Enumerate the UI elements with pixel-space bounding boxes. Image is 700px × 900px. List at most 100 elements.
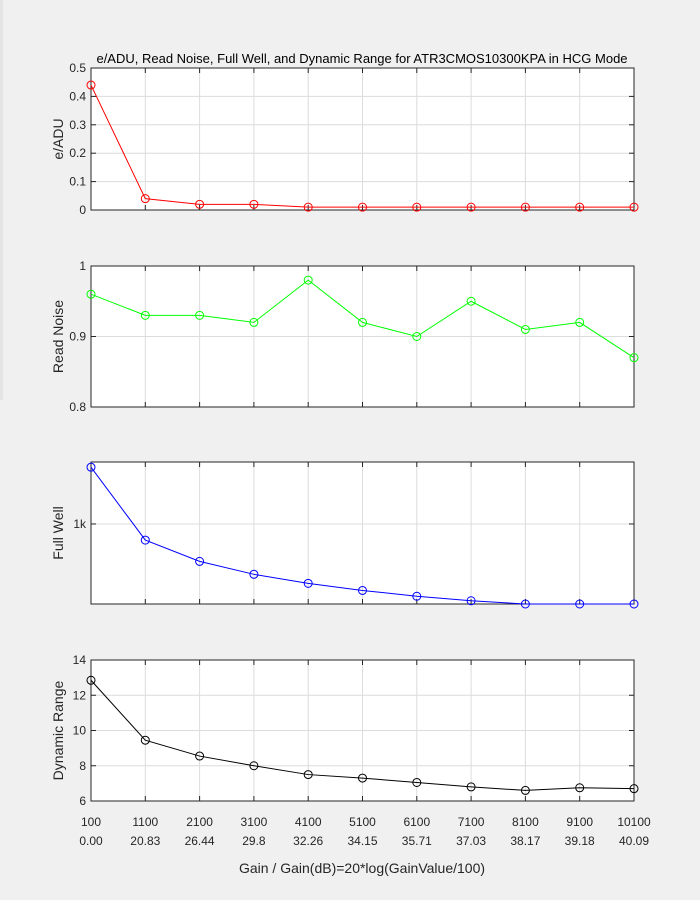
e-adu-data-point: [86, 80, 96, 90]
read-noise-y-axis-label: Read Noise: [50, 300, 66, 373]
dynamic-range-data-point: [412, 777, 422, 787]
dynamic-range-axes: 6 8 10 12 14 Dynamic Range: [50, 653, 639, 808]
e-adu-y-tick-label: 0: [79, 203, 86, 217]
e-adu-y-tick-label: 0.1: [69, 175, 86, 189]
dynamic-range-data-point: [575, 783, 585, 793]
read-noise-y-tick-label: 1: [79, 259, 86, 273]
read-noise-data-point: [195, 310, 205, 320]
read-noise-data-point: [358, 317, 367, 327]
e-adu-data-point: [412, 202, 422, 212]
x-tick-label-gain-db: 40.09: [619, 834, 649, 848]
dynamic-range-data-point: [629, 784, 639, 794]
read-noise-axes-border: [90, 265, 635, 408]
read-noise-data-point: [575, 317, 585, 327]
full-well-data-point: [249, 569, 259, 579]
full-well-data-point: [303, 578, 313, 588]
e-adu-y-tick-label: 0.3: [69, 118, 86, 132]
x-tick-label-gain-db: 34.15: [347, 834, 377, 848]
e-adu-y-tick-label: 0.4: [69, 89, 86, 103]
x-tick-label-gain-db: 37.03: [456, 834, 486, 848]
dynamic-range-y-tick-label: 6: [79, 794, 86, 808]
x-tick-label-gain-db: 35.71: [402, 834, 432, 848]
dynamic-range-y-tick-label: 12: [73, 688, 87, 702]
full-well-y-axis-label: Full Well: [50, 506, 66, 559]
dynamic-range-data-point: [358, 773, 367, 783]
axes-layer: 0 0.1 0.2 0.3 0.4 0.5 e/ADU 0.8 0.9 1 Read Noise 1k…: [50, 61, 651, 848]
full-well-y-tick-label: 1k: [73, 517, 87, 531]
full-well-axes-border: [90, 461, 635, 605]
read-noise-axes: 0.8 0.9 1 Read Noise: [50, 259, 639, 414]
dynamic-range-data-point: [520, 785, 530, 795]
x-tick-label-gain: 1100: [132, 815, 158, 829]
full-well-data-point: [140, 535, 150, 545]
e-adu-series-line: [90, 84, 634, 208]
dynamic-range-y-axis-label: Dynamic Range: [50, 680, 66, 780]
x-tick-label-gain-db: 32.26: [293, 834, 323, 848]
x-tick-label-gain: 100: [81, 815, 101, 829]
x-tick-label-gain-db: 38.17: [510, 834, 540, 848]
full-well-data-point: [629, 599, 639, 609]
x-tick-label-gain-db: 0.00: [79, 834, 103, 848]
dynamic-range-data-point: [466, 782, 476, 792]
x-tick-label-gain: 3100: [241, 815, 268, 829]
e-adu-data-point: [195, 199, 205, 209]
read-noise-series-line: [90, 279, 635, 359]
e-adu-data-point: [303, 202, 313, 212]
dynamic-range-axes-border: [90, 659, 635, 802]
x-tick-label-gain: 6100: [403, 815, 430, 829]
dynamic-range-data-point: [140, 735, 150, 745]
window-left-edge: [0, 0, 3, 400]
full-well-series-line: [90, 466, 634, 605]
read-noise-y-tick-label: 0.9: [69, 330, 86, 344]
full-well-data-point: [358, 585, 367, 595]
x-tick-label-gain-db: 39.18: [565, 834, 595, 848]
x-tick-label-gain: 4100: [295, 815, 322, 829]
read-noise-data-point: [303, 275, 313, 285]
full-well-data-point: [412, 591, 422, 601]
full-well-data-point: [520, 599, 530, 609]
x-tick-label-gain-db: 26.44: [185, 834, 215, 848]
read-noise-data-point: [466, 296, 476, 306]
e-adu-data-point: [140, 194, 150, 204]
full-well-data-point: [466, 596, 476, 606]
read-noise-data-point: [520, 324, 530, 334]
e-adu-data-point: [249, 199, 259, 209]
full-well-data-point: [575, 599, 585, 609]
read-noise-data-point: [86, 289, 96, 299]
x-tick-label-gain-db: 29.8: [242, 834, 266, 848]
x-tick-label-gain: 10100: [617, 815, 651, 829]
read-noise-data-point: [140, 310, 150, 320]
e-adu-y-tick-label: 0.5: [69, 61, 86, 75]
dynamic-range-data-point: [195, 751, 205, 761]
read-noise-data-point: [249, 317, 259, 327]
dynamic-range-data-point: [86, 675, 96, 685]
e-adu-y-tick-label: 0.2: [69, 146, 86, 160]
x-tick-label-gain: 7100: [458, 815, 485, 829]
e-adu-data-point: [358, 202, 367, 212]
x-tick-label-gain: 9100: [566, 815, 593, 829]
x-tick-label-gain: 8100: [512, 815, 539, 829]
dynamic-range-y-tick-label: 14: [73, 653, 87, 667]
x-tick-label-gain-db: 20.83: [130, 834, 160, 848]
dynamic-range-data-point: [303, 770, 313, 780]
e-adu-data-point: [629, 202, 639, 212]
read-noise-data-point: [412, 332, 422, 341]
e-adu-data-point: [575, 202, 585, 212]
x-axis-title: Gain / Gain(dB)=20*log(GainValue/100): [239, 860, 485, 876]
e-adu-axes: 0 0.1 0.2 0.3 0.4 0.5 e/ADU: [50, 61, 639, 217]
e-adu-data-point: [520, 202, 530, 212]
full-well-axes: 1k Full Well: [50, 461, 639, 609]
e-adu-y-axis-label: e/ADU: [50, 118, 66, 159]
e-adu-axes-border: [90, 67, 635, 211]
x-tick-labels: 100 0.00 1100 20.83 2100 26.44 3100 29.8 4100 32.…: [79, 815, 651, 848]
full-well-data-point: [86, 462, 96, 472]
x-tick-label-gain: 5100: [349, 815, 376, 829]
full-well-data-point: [195, 556, 205, 566]
read-noise-data-point: [629, 353, 639, 363]
dynamic-range-y-tick-label: 10: [73, 724, 87, 738]
dynamic-range-y-tick-label: 8: [79, 759, 86, 773]
dynamic-range-series-line: [90, 679, 635, 791]
e-adu-data-point: [466, 202, 476, 212]
figure-title: e/ADU, Read Noise, Full Well, and Dynami…: [96, 51, 627, 66]
